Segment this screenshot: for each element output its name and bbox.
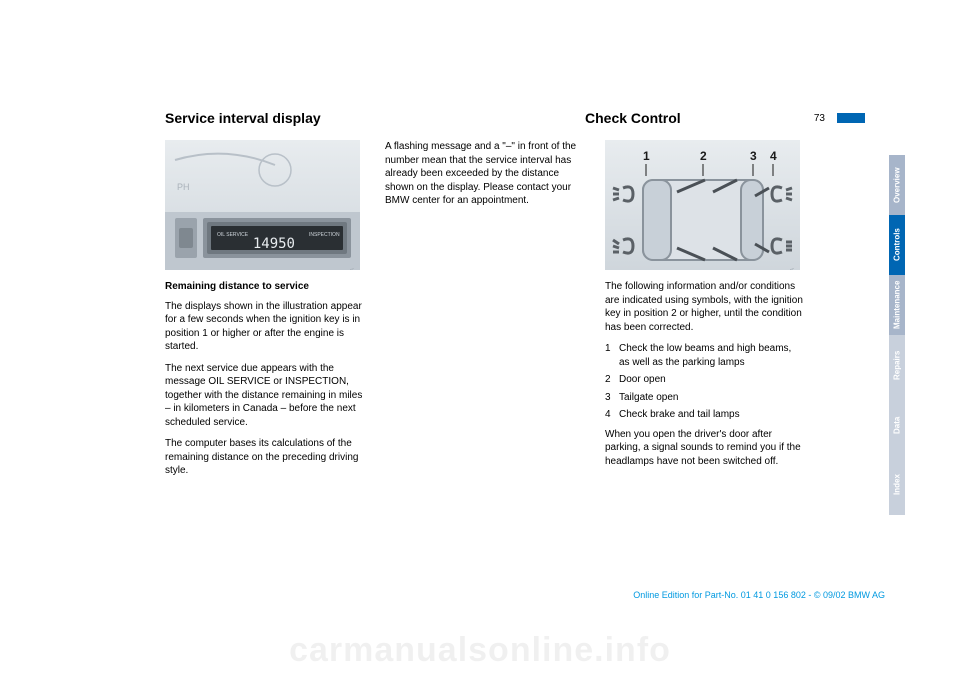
section-title-left: Service interval display [165,110,585,126]
svg-text:2: 2 [700,149,707,163]
svg-text:14950: 14950 [253,236,295,252]
svg-text:INSPECTION: INSPECTION [309,232,340,238]
tab-maintenance[interactable]: Maintenance [889,275,905,335]
watermark: carmanualsonline.info [0,631,960,670]
svg-text:1: 1 [643,149,650,163]
list-item: 2 Door open [605,373,803,387]
svg-text:OIL SERVICE: OIL SERVICE [217,232,249,238]
tab-index[interactable]: Index [889,455,905,515]
list-item: 4 Check brake and tail lamps [605,408,803,422]
check-control-illustration: 1 2 3 4 [605,140,800,270]
column-1: PH OIL SERVICE INSPECTION 14950 MV9041OM… [165,140,363,486]
page-accent-bar [837,113,865,123]
svg-text:3: 3 [750,149,757,163]
column-2: A flashing message and a "–" in front of… [385,140,583,486]
service-interval-illustration: PH OIL SERVICE INSPECTION 14950 MV9041OM… [165,140,360,270]
section-title-right: Check Control [585,110,806,126]
col1-p3: The computer bases its calculations of t… [165,437,363,478]
list-item: 3 Tailgate open [605,391,803,405]
tab-repairs[interactable]: Repairs [889,335,905,395]
col2-p1: A flashing message and a "–" in front of… [385,140,583,208]
svg-text:PH: PH [177,182,190,192]
svg-text:4: 4 [770,149,777,163]
col1-p1: The displays shown in the illustration a… [165,300,363,354]
footer-edition: Online Edition for Part-No. 01 41 0 156 … [165,590,885,600]
tab-overview[interactable]: Overview [889,155,905,215]
page-number: 73 [814,113,825,124]
tab-controls[interactable]: Controls [889,215,905,275]
col3-p1: The following information and/or conditi… [605,280,803,334]
column-3: 1 2 3 4 [605,140,803,486]
sidebar-tabs: Overview Controls Maintenance Repairs Da… [889,155,905,515]
col1-p2: The next service due appears with the me… [165,362,363,430]
tab-data[interactable]: Data [889,395,905,455]
col1-subhead: Remaining distance to service [165,280,363,294]
list-item: 1 Check the low beams and high beams, as… [605,342,803,369]
col3-p2: When you open the driver's door after pa… [605,428,803,469]
